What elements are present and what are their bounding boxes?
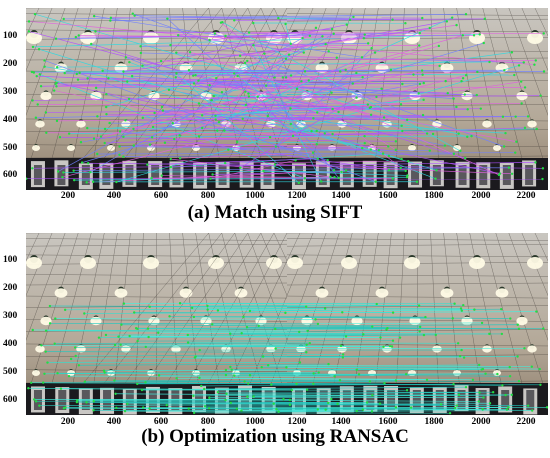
x-tick: 1000 — [245, 417, 265, 427]
panel-caption: (b) Optimization using RANSAC — [141, 426, 409, 447]
y-tick: 500 — [3, 143, 18, 153]
x-tick: 1200 — [287, 191, 307, 201]
x-tick: 400 — [106, 417, 122, 427]
match-lines — [28, 302, 548, 414]
x-tick: 400 — [106, 191, 122, 201]
x-tick: 200 — [60, 191, 76, 201]
lamps — [26, 255, 282, 376]
y-tick: 500 — [3, 367, 18, 377]
y-tick: 400 — [3, 115, 18, 125]
y-tick: 200 — [3, 59, 18, 69]
x-tick: 2200 — [516, 191, 536, 201]
panel-ransac-optimization: 100 200 300 400 500 600 200 400 600 800 … — [0, 229, 550, 458]
x-tick: 1400 — [331, 191, 351, 201]
panel-caption: (a) Match using SIFT — [187, 202, 363, 223]
x-tick: 1600 — [378, 191, 398, 201]
x-tick: 800 — [200, 191, 216, 201]
keypoints — [26, 12, 546, 185]
y-tick: 300 — [3, 87, 18, 97]
x-tick: 1800 — [424, 191, 444, 201]
y-tick: 400 — [3, 339, 18, 349]
y-tick: 600 — [3, 395, 18, 405]
x-tick: 2000 — [471, 417, 491, 427]
y-tick: 600 — [3, 170, 18, 180]
x-tick: 1600 — [378, 417, 398, 427]
x-tick: 1800 — [424, 417, 444, 427]
x-tick: 600 — [153, 417, 169, 427]
y-tick: 200 — [3, 283, 18, 293]
x-tick: 2200 — [516, 417, 536, 427]
y-tick: 100 — [3, 255, 18, 265]
y-tick: 300 — [3, 311, 18, 321]
x-tick: 1000 — [245, 191, 265, 201]
x-tick: 1200 — [287, 417, 307, 427]
x-tick: 600 — [153, 191, 169, 201]
x-tick: 800 — [200, 417, 216, 427]
x-tick: 1400 — [331, 417, 351, 427]
ceiling-photo-pair — [26, 233, 548, 415]
ceiling-photo-ransac — [26, 233, 548, 415]
x-tick: 200 — [60, 417, 76, 427]
panel-sift-match: 100 200 300 400 500 600 200 400 600 800 … — [3, 8, 548, 223]
y-tick: 100 — [3, 31, 18, 41]
ceiling-photo-sift — [26, 8, 548, 190]
match-lines — [26, 13, 545, 184]
keypoints — [27, 302, 548, 415]
x-tick: 2000 — [471, 191, 491, 201]
ceiling-photo-pair — [26, 8, 548, 190]
